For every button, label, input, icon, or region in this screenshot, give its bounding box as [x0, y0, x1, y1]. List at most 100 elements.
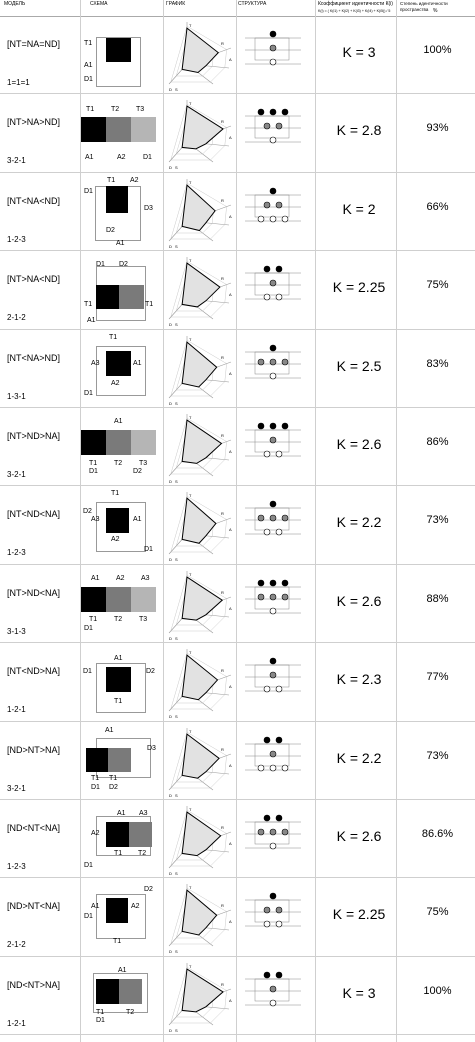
- label-d1: D1: [143, 154, 152, 162]
- header-model: МОДЕЛЬ: [4, 1, 26, 7]
- structure-diagram: [245, 265, 301, 301]
- structure-node: [269, 750, 277, 757]
- structure-node: [275, 201, 283, 209]
- label-d1: D1: [84, 389, 93, 397]
- structure-node: [263, 123, 271, 130]
- label-d2: D2: [144, 886, 153, 894]
- radar-ring: [170, 809, 227, 867]
- graph-axis-label: D: [169, 400, 172, 406]
- radar-shape: [181, 340, 218, 388]
- graph-axis-label: S: [175, 400, 178, 406]
- graph-axis-label: R: [221, 824, 224, 830]
- label-d2: D2: [109, 783, 118, 791]
- structure-cell: [237, 259, 309, 319]
- structure-node: [263, 814, 271, 822]
- label-t1: T1: [114, 698, 123, 706]
- structure-node: [269, 501, 277, 508]
- structure-node: [269, 593, 277, 601]
- light-block: [131, 586, 156, 612]
- scheme-diagram: T1 A1 D1: [81, 26, 156, 87]
- structure-node: [269, 44, 277, 52]
- structure-diagram: [245, 814, 301, 850]
- structure-node: [263, 450, 271, 458]
- graph-axis-label: S: [175, 478, 178, 484]
- graph-axis-label: R: [221, 276, 224, 282]
- radar-graph: [168, 178, 232, 242]
- k-value: K = 2.8: [336, 122, 382, 139]
- graph-axis-label: R: [221, 511, 224, 517]
- model-code: 1-2-1: [7, 705, 26, 715]
- header-k-coef: Коэффициент идентичности К(i): [318, 1, 393, 7]
- graph-axis-label: D: [169, 478, 172, 484]
- table-row: [ND>NT>NA] 3-2-1 A1 D3 T1 T1 D1 D2 T R A D S K = 2.2 7…: [0, 722, 475, 800]
- structure-diagram: [245, 657, 301, 693]
- structure-node: [275, 293, 283, 301]
- gray-block: [106, 586, 131, 612]
- column-divider: [315, 0, 316, 1042]
- graph-axis-label: R: [221, 981, 224, 987]
- graph-axis-label: S: [175, 87, 178, 92]
- model-formula: [NT>ND<NA]: [7, 587, 61, 598]
- radar-shape: [181, 654, 219, 701]
- table-row: [NT>ND>NA] 3-2-1 A1 T1 T2 T3 D1 D2 T R A D S K = 2.6 8…: [0, 408, 475, 487]
- table-row: [NT<NA>ND] 1-3-1 T1 A3 A1 A2 D1 T R A D S K = 2.5 83%: [0, 330, 475, 408]
- header-degree-unit: %: [433, 8, 438, 14]
- graph-axis-label: A: [229, 213, 232, 219]
- model-code: 3-1-3: [7, 626, 26, 636]
- model-formula: [NT=NA=ND]: [7, 39, 61, 49]
- structure-node: [275, 906, 283, 914]
- label-t1: T1: [91, 774, 100, 782]
- structure-frame: [254, 508, 290, 531]
- label-t3: T3: [139, 459, 148, 467]
- table-row: [ND>NT<NA] 2-1-2 D2 A1 A2 D1 T1 T R A D S K = 2.25 75…: [0, 878, 475, 957]
- radar-graph: [168, 727, 232, 790]
- column-divider: [80, 0, 81, 1042]
- structure-node: [281, 515, 289, 522]
- structure-node: [275, 450, 283, 458]
- k-value: K = 2.2: [336, 514, 382, 531]
- graph-axis-label: A: [229, 762, 232, 768]
- label-t1: T1: [86, 106, 95, 114]
- header-structure: СТРУКТУРА: [238, 1, 267, 7]
- label-t1: T1: [107, 176, 116, 184]
- structure-node: [263, 736, 271, 743]
- column-divider: [163, 0, 164, 1042]
- model-code: 1=1=1: [7, 78, 30, 87]
- label-a2: A2: [131, 903, 140, 911]
- gray-block: [108, 747, 131, 772]
- identity-percent: 73%: [426, 514, 449, 527]
- identity-percent: 77%: [426, 671, 449, 684]
- black-block: [106, 667, 131, 693]
- identity-percent: 88%: [426, 592, 449, 605]
- model-code: 3-2-1: [7, 469, 26, 479]
- label-t3: T3: [139, 615, 148, 623]
- model-formula: [ND<NT<NA]: [7, 822, 61, 833]
- structure-node: [275, 265, 283, 273]
- model-code: 1-2-1: [7, 1018, 26, 1028]
- structure-node: [263, 265, 271, 273]
- k-value: K = 3: [342, 984, 376, 1001]
- graph-axis-label: A: [229, 135, 232, 141]
- structure-cell: [237, 651, 309, 711]
- label-a2: A2: [91, 829, 100, 837]
- structure-diagram: [245, 344, 301, 379]
- radar-ring: [170, 417, 227, 475]
- radar-shape: [181, 262, 221, 308]
- scheme-frame: [96, 502, 146, 553]
- model-code: 3-2-1: [7, 156, 26, 166]
- radar-shape: [181, 732, 220, 779]
- structure-node: [281, 215, 289, 223]
- radar-ring: [170, 653, 227, 710]
- table-header: МОДЕЛЬ СХЕМА ГРАФИК СТРУКТУРА Коэффициен…: [0, 0, 475, 17]
- radar-ring: [170, 966, 227, 1023]
- header-degree: Степень идентичности пространства: [400, 1, 448, 12]
- label-a1: A1: [84, 62, 93, 69]
- graph-axis-label: T: [189, 806, 192, 812]
- radar-graph: [168, 100, 232, 163]
- structure-cell: [237, 102, 309, 162]
- identity-percent: 73%: [426, 749, 449, 762]
- label-t1: T1: [84, 301, 93, 309]
